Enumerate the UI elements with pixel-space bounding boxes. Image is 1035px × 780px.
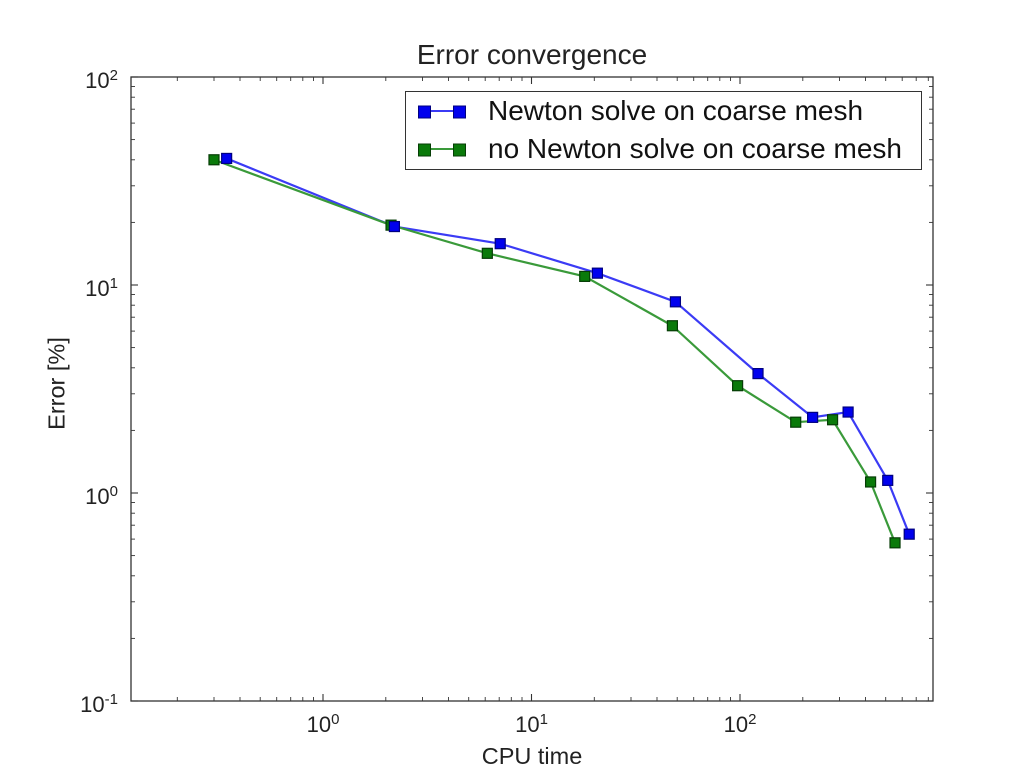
svg-text:101: 101 — [515, 711, 548, 737]
svg-text:10-1: 10-1 — [80, 691, 118, 717]
svg-text:101: 101 — [85, 275, 118, 301]
svg-text:100: 100 — [85, 483, 118, 509]
svg-text:102: 102 — [724, 711, 757, 737]
svg-text:102: 102 — [85, 67, 118, 93]
svg-text:100: 100 — [307, 711, 340, 737]
